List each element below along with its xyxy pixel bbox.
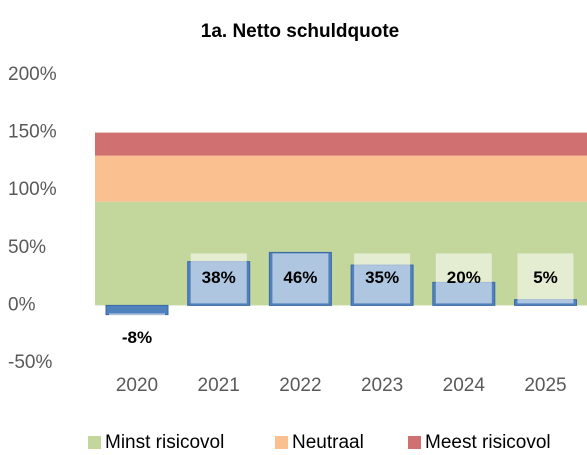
label-box [435, 253, 492, 304]
bar [105, 304, 169, 316]
chart-title: 1a. Netto schuldquote [201, 21, 399, 42]
label-box [272, 253, 329, 304]
legend-label: Neutraal [292, 432, 364, 453]
x-tick-label: 2023 [361, 375, 403, 396]
label-box [109, 313, 165, 364]
label-box [190, 253, 247, 304]
y-tick-label: 150% [8, 122, 57, 143]
value-label: 35% [365, 268, 399, 287]
label-box [517, 253, 574, 304]
x-tick-label: 2024 [443, 375, 486, 396]
x-tick-label: 2021 [198, 375, 240, 396]
value-label: 38% [202, 268, 236, 287]
value-label: 20% [447, 268, 481, 287]
y-tick-label: 100% [8, 179, 57, 200]
legend-swatch [275, 436, 288, 449]
y-tick-label: 200% [8, 64, 57, 85]
y-tick-label: 50% [8, 237, 46, 258]
risk-band [95, 155, 587, 202]
risk-band [95, 201, 587, 306]
x-tick-label: 2020 [116, 375, 158, 396]
legend-label: Meest risicovol [425, 432, 551, 453]
value-label: 5% [533, 268, 558, 287]
y-tick-label: 0% [8, 294, 36, 315]
label-box [354, 253, 411, 304]
risk-band [95, 132, 587, 156]
y-tick-label: -50% [8, 352, 52, 373]
legend-swatch [88, 436, 101, 449]
x-tick-label: 2022 [279, 375, 321, 396]
value-label: 46% [283, 268, 317, 287]
legend-swatch [408, 436, 421, 449]
x-tick-label: 2025 [524, 375, 566, 396]
value-label: -8% [122, 328, 152, 347]
legend-label: Minst risicovol [105, 432, 224, 453]
